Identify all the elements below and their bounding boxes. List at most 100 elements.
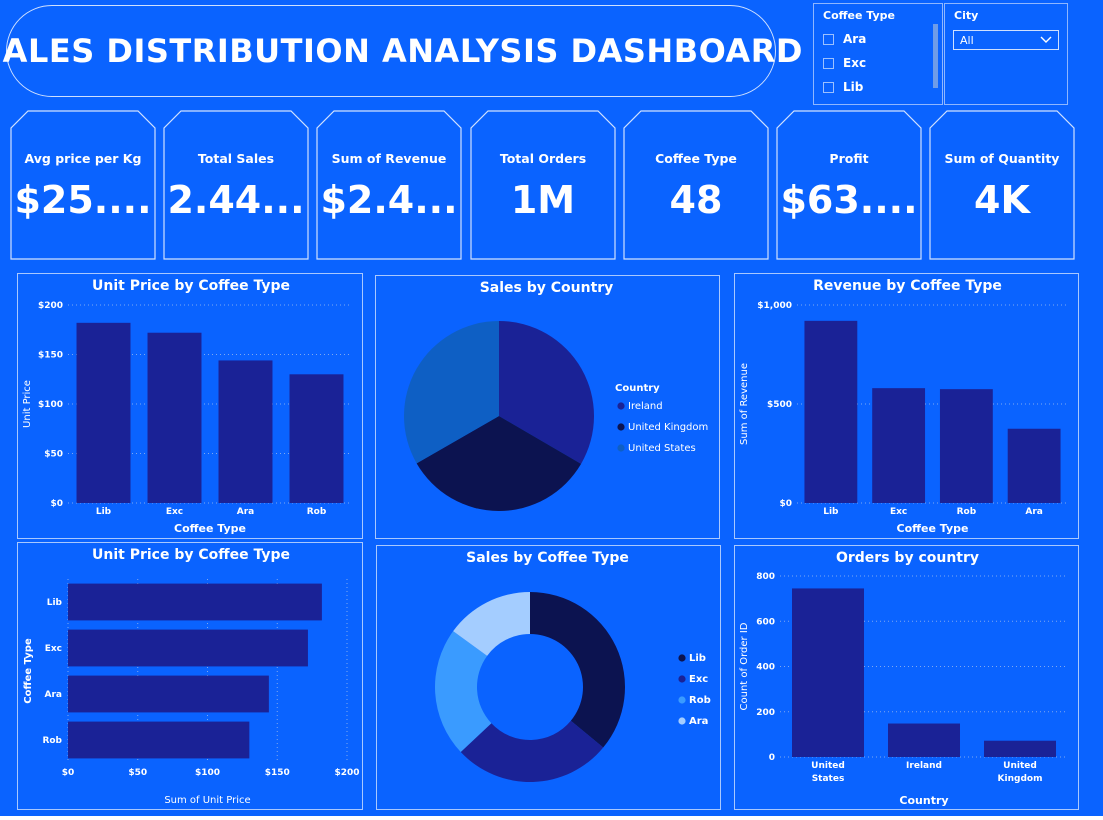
y-tick-label: $500	[767, 400, 792, 410]
x-tick-label: Ireland	[906, 761, 942, 771]
bar	[68, 629, 308, 667]
y-tick-label: Lib	[47, 598, 63, 608]
kpi-card-frame	[10, 110, 156, 260]
slicer-option-lib[interactable]: Lib	[823, 75, 942, 99]
chart-title: Unit Price by Coffee Type	[92, 278, 290, 294]
kpi-card-total-sales: Total Sales 2.44...	[163, 110, 309, 260]
kpi-card-coffee-type: Coffee Type 48	[623, 110, 769, 260]
legend-label: United Kingdom	[628, 422, 708, 433]
kpi-card-frame	[316, 110, 462, 260]
pie-slice	[404, 321, 499, 464]
checkbox-icon[interactable]	[823, 57, 834, 69]
kpi-card-sum-of-revenue: Sum of Revenue $2.4...	[316, 110, 462, 260]
y-tick-label: $0	[779, 499, 792, 509]
city-dropdown[interactable]: All	[953, 30, 1059, 50]
chart-sales-by-coffee-type[interactable]: Sales by Coffee Type Lib Exc Rob Ara	[376, 545, 721, 810]
x-tick-label: States	[812, 774, 845, 784]
bar	[147, 332, 202, 503]
y-tick-label: 400	[756, 663, 775, 673]
x-tick-label: Rob	[957, 507, 977, 517]
coffee-type-slicer[interactable]: Coffee Type Ara Exc Lib	[813, 3, 943, 105]
bar	[76, 322, 131, 503]
y-tick-label: $100	[38, 400, 63, 410]
chart-orders-by-country[interactable]: Orders by country 0 200 400 600 800 United Stat…	[734, 545, 1079, 810]
kpi-card-frame	[929, 110, 1075, 260]
chart-svg: Orders by country 0 200 400 600 800 United Stat…	[739, 550, 1068, 807]
kpi-label: Avg price per Kg	[24, 151, 142, 166]
kpi-value: 2.44...	[167, 178, 305, 222]
legend-marker	[678, 717, 686, 725]
slicer-scrollbar[interactable]	[933, 24, 938, 88]
checkbox-icon[interactable]	[823, 81, 834, 93]
y-tick-label: $200	[38, 301, 63, 311]
bar	[218, 360, 273, 503]
kpi-label: Sum of Quantity	[944, 151, 1060, 166]
chart-unit-price-vertical[interactable]: Unit Price by Coffee Type $0 $50 $100 $150 $2…	[17, 273, 363, 539]
y-axis-label: Unit Price	[22, 380, 33, 428]
y-axis-label: Sum of Revenue	[739, 363, 750, 445]
y-tick-label: Exc	[45, 644, 62, 654]
kpi-value: $2.4...	[320, 178, 458, 222]
chart-title: Orders by country	[836, 550, 979, 566]
y-axis-label: Coffee Type	[23, 638, 34, 704]
pie-slice	[499, 321, 594, 464]
y-tick-label: Rob	[42, 736, 62, 746]
legend-marker	[617, 423, 625, 431]
kpi-card-avg-price: Avg price per Kg $25....	[10, 110, 156, 260]
bar	[792, 588, 864, 757]
x-tick-label: Exc	[890, 507, 907, 517]
chart-title: Unit Price by Coffee Type	[92, 547, 290, 563]
city-slicer-header: City	[954, 9, 979, 22]
slicer-option-ara[interactable]: Ara	[823, 27, 942, 51]
chart-svg: Unit Price by Coffee Type $0 $50 $100 $150 $2…	[22, 278, 352, 535]
y-tick-label: 600	[756, 617, 775, 627]
slicer-option-exc[interactable]: Exc	[823, 51, 942, 75]
kpi-label: Profit	[829, 151, 869, 166]
checkbox-icon[interactable]	[823, 33, 834, 45]
chart-title: Revenue by Coffee Type	[813, 278, 1002, 294]
y-axis-label: Count of Order ID	[739, 622, 750, 710]
x-tick-label: Kingdom	[998, 774, 1043, 784]
kpi-card-frame	[623, 110, 769, 260]
kpi-label: Coffee Type	[655, 151, 737, 166]
legend-label: Exc	[689, 674, 708, 685]
legend-label: Ireland	[628, 401, 663, 412]
kpi-value: $63....	[780, 178, 918, 222]
bar	[68, 583, 322, 621]
legend-marker	[678, 654, 686, 662]
x-tick-label: Lib	[96, 507, 112, 517]
kpi-card-frame	[776, 110, 922, 260]
x-tick-label: $50	[128, 768, 147, 778]
x-axis-label: Coffee Type	[897, 522, 969, 535]
y-tick-label: $150	[38, 351, 63, 361]
y-tick-label: $1,000	[757, 301, 792, 311]
pie-slice	[416, 416, 582, 511]
kpi-value: 1M	[510, 178, 576, 222]
chevron-down-icon	[1040, 36, 1052, 43]
x-tick-label: United	[811, 761, 845, 771]
bar	[984, 740, 1056, 757]
chart-revenue-by-coffee-type[interactable]: Revenue by Coffee Type $0 $500 $1,000 Lib Exc…	[734, 273, 1079, 539]
x-tick-label: $150	[265, 768, 290, 778]
kpi-card-frame	[163, 110, 309, 260]
pie-slice	[435, 631, 492, 753]
chart-unit-price-horizontal[interactable]: Unit Price by Coffee Type $0 $50 $100 $150 $2…	[17, 542, 363, 810]
legend-label: Ara	[689, 716, 708, 727]
title-banner: SALES DISTRIBUTION ANALYSIS DASHBOARD	[0, 5, 802, 97]
chart-sales-by-country[interactable]: Sales by Country Country Ireland United Kin…	[375, 275, 720, 539]
y-tick-label: 800	[756, 572, 775, 582]
city-slicer[interactable]: City All	[944, 3, 1068, 105]
legend-marker	[678, 675, 686, 683]
y-tick-label: 0	[769, 753, 775, 763]
x-tick-label: $100	[195, 768, 220, 778]
legend-label: Lib	[689, 653, 706, 664]
bar	[68, 721, 250, 759]
legend-label: United States	[628, 443, 696, 454]
legend-marker	[617, 402, 625, 410]
chart-svg: Unit Price by Coffee Type $0 $50 $100 $150 $2…	[23, 547, 360, 806]
pie-slice	[460, 720, 604, 782]
kpi-card-profit: Profit $63....	[776, 110, 922, 260]
y-tick-label: $50	[44, 450, 63, 460]
kpi-card-total-orders: Total Orders 1M	[470, 110, 616, 260]
pie-slice	[530, 592, 625, 748]
